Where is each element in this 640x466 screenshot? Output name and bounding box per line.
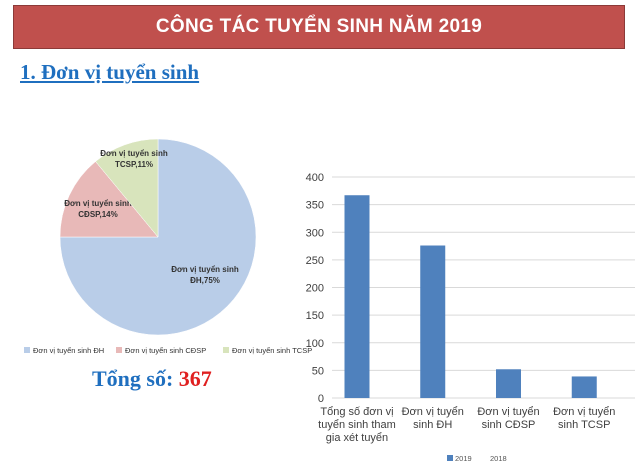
y-tick-label: 100 bbox=[306, 338, 324, 350]
x-tick-label: sinh TCSP bbox=[558, 419, 610, 431]
x-tick-label: Đơn vị tuyển bbox=[553, 406, 615, 418]
y-tick-label: 50 bbox=[312, 365, 324, 377]
total-label: Tổng số: bbox=[92, 366, 179, 391]
legend-label: Đơn vị tuyển sinh ĐH bbox=[33, 346, 104, 355]
pie-data-label: Đơn vị tuyển sinh bbox=[64, 199, 132, 208]
legend-swatch bbox=[447, 455, 453, 461]
y-tick-label: 350 bbox=[306, 200, 324, 212]
y-tick-label: 200 bbox=[306, 283, 324, 295]
legend-label: Đơn vị tuyển sinh TCSP bbox=[232, 346, 312, 355]
pie-data-label: CĐSP,14% bbox=[78, 210, 117, 219]
x-tick-label: Đơn vị tuyển bbox=[402, 406, 464, 418]
x-tick-label: tuyển sinh tham bbox=[318, 419, 396, 431]
banner-title: CÔNG TÁC TUYỂN SINH NĂM 2019 bbox=[155, 16, 483, 37]
bar bbox=[420, 245, 446, 398]
legend-swatch bbox=[223, 347, 229, 353]
pie-data-label: Đơn vị tuyển sinh bbox=[100, 149, 168, 158]
section-heading: 1. Đơn vị tuyển sinh bbox=[20, 60, 200, 84]
y-tick-label: 300 bbox=[306, 227, 324, 239]
x-tick-label: gia xét tuyển bbox=[326, 432, 388, 444]
x-tick-label: Đơn vị tuyển bbox=[477, 406, 539, 418]
legend-swatch bbox=[116, 347, 122, 353]
title-banner: CÔNG TÁC TUYỂN SINH NĂM 2019 bbox=[13, 5, 625, 49]
y-tick-label: 250 bbox=[306, 255, 324, 267]
pie-slice bbox=[59, 161, 159, 238]
x-tick-label: sinh CĐSP bbox=[482, 419, 536, 431]
total-value: 367 bbox=[178, 366, 212, 391]
legend-label: 2019 bbox=[455, 454, 472, 463]
y-tick-label: 400 bbox=[306, 172, 324, 184]
y-tick-label: 0 bbox=[318, 393, 324, 405]
pie-data-label: TCSP,11% bbox=[115, 160, 153, 169]
bar bbox=[495, 369, 521, 398]
pie-data-label: Đơn vị tuyển sinh bbox=[171, 265, 239, 274]
bar bbox=[571, 376, 597, 398]
x-tick-label: sinh ĐH bbox=[413, 419, 452, 431]
pie-data-label: ĐH,75% bbox=[190, 276, 220, 285]
legend-label: 2018 bbox=[490, 454, 507, 463]
y-tick-label: 150 bbox=[306, 310, 324, 322]
legend-label: Đơn vị tuyển sinh CĐSP bbox=[125, 346, 206, 355]
x-tick-label: Tổng số đơn vị bbox=[320, 406, 393, 418]
pie-slice bbox=[95, 138, 159, 238]
total-count: Tổng số: 367 bbox=[92, 366, 212, 392]
pie-slice bbox=[59, 138, 257, 336]
legend-swatch bbox=[24, 347, 30, 353]
bar bbox=[344, 195, 370, 398]
